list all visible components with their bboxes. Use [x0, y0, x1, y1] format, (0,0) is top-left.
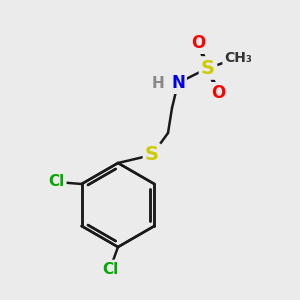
Text: CH₃: CH₃ — [224, 51, 252, 65]
Text: N: N — [171, 74, 185, 92]
Text: Cl: Cl — [49, 175, 65, 190]
Text: S: S — [201, 58, 215, 77]
Text: S: S — [145, 146, 159, 164]
Text: Cl: Cl — [102, 262, 118, 277]
Text: O: O — [211, 84, 225, 102]
Text: H: H — [152, 76, 164, 91]
Text: O: O — [191, 34, 205, 52]
